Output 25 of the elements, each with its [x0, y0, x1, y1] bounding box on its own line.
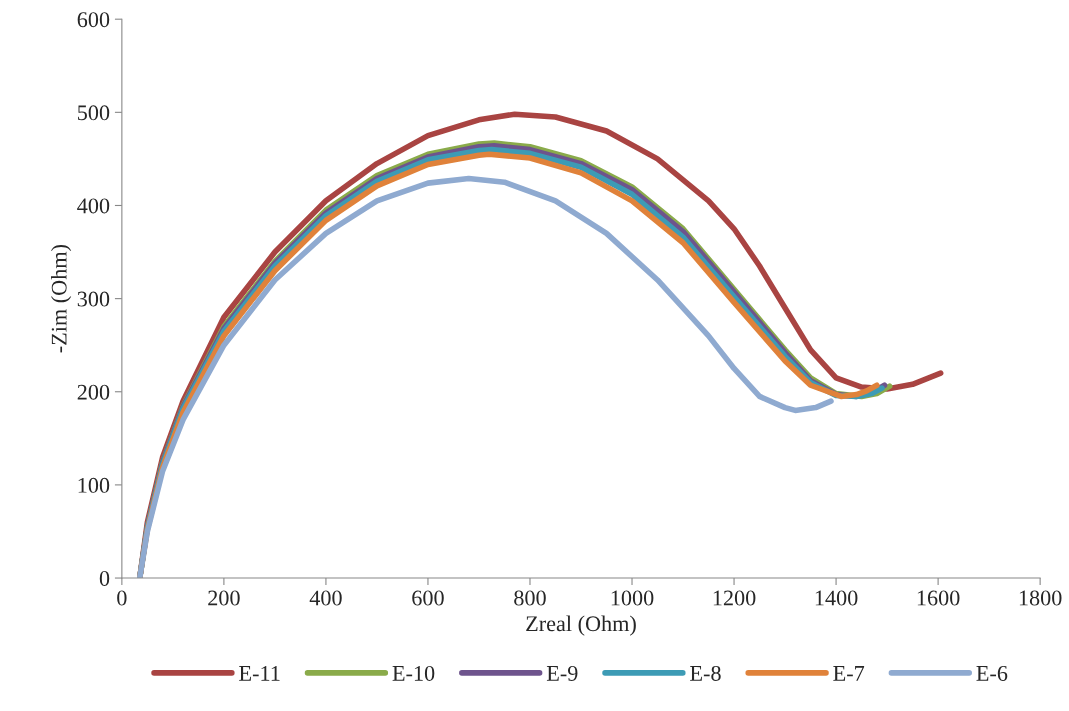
- y-tick-label: 0: [99, 570, 110, 586]
- y-tick-label: 400: [77, 198, 110, 214]
- legend-label: E-9: [546, 665, 578, 681]
- x-tick-label: 400: [309, 590, 342, 606]
- y-tick-label: 500: [78, 105, 110, 121]
- x-tick-label: 1600: [917, 590, 960, 606]
- x-tick-label: 1200: [713, 590, 756, 606]
- x-tick-label: 800: [514, 590, 546, 606]
- y-axis-title: -Zim (Ohm): [51, 244, 72, 353]
- x-tick-label: 200: [208, 590, 240, 606]
- y-tick-label: 200: [77, 384, 110, 400]
- x-tick-label: 600: [412, 590, 444, 606]
- y-tick-label: 600: [77, 12, 110, 28]
- y-tick-label: 100: [78, 477, 110, 493]
- x-tick-label: 1000: [611, 590, 654, 606]
- x-axis-title: Zreal (Ohm): [526, 615, 636, 636]
- legend-label: E-11: [239, 665, 280, 681]
- legend-label: E-6: [976, 665, 1008, 681]
- legend-label: E-7: [833, 666, 865, 681]
- x-tick-label: 1400: [815, 590, 858, 606]
- x-tick-label: 1800: [1019, 590, 1062, 606]
- y-tick-label: 300: [77, 291, 110, 307]
- legend-label: E-8: [690, 665, 721, 681]
- x-tick-label: 0: [117, 590, 127, 606]
- legend-label: E-10: [392, 665, 435, 681]
